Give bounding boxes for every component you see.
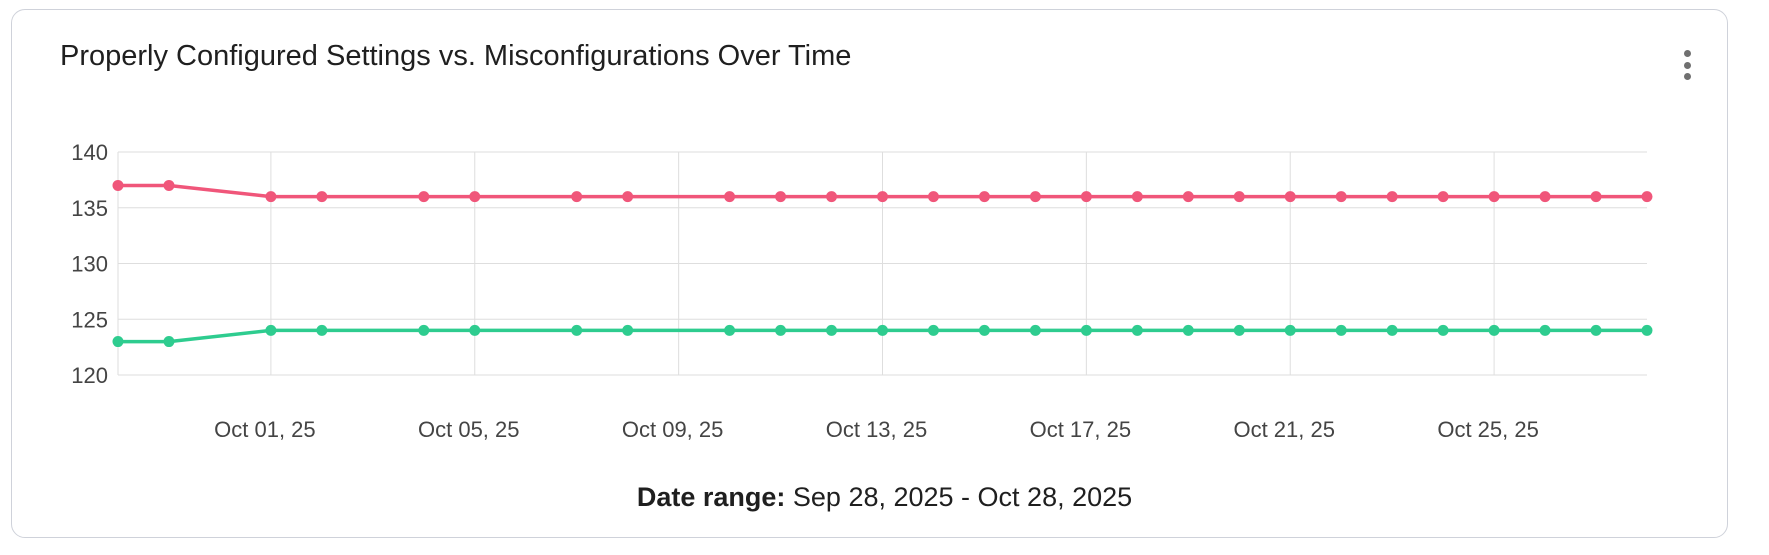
data-point (978, 324, 990, 336)
data-point (418, 324, 430, 336)
data-point (826, 191, 838, 203)
data-point (1131, 324, 1143, 336)
y-tick-label: 135 (71, 196, 108, 221)
data-point (1386, 324, 1398, 336)
data-point (112, 336, 124, 348)
data-point (1080, 324, 1092, 336)
data-point (1437, 324, 1449, 336)
data-point (1080, 191, 1092, 203)
more-vertical-icon[interactable] (1680, 50, 1694, 80)
x-tick-label: Oct 09, 25 (622, 417, 724, 442)
date-range: Date range: Sep 28, 2025 - Oct 28, 2025 (0, 482, 1769, 513)
data-point (1539, 324, 1551, 336)
data-point (163, 336, 175, 348)
data-point (265, 324, 277, 336)
data-point (469, 324, 481, 336)
x-tick-label: Oct 17, 25 (1030, 417, 1132, 442)
series (112, 179, 1653, 348)
data-point (1437, 191, 1449, 203)
data-point (927, 191, 939, 203)
x-tick-label: Oct 21, 25 (1233, 417, 1335, 442)
data-point (469, 191, 481, 203)
data-point (1386, 191, 1398, 203)
data-point (1335, 191, 1347, 203)
data-point (418, 191, 430, 203)
axes: 120 125 130 135 140 Oct 01, 25 Oct 05, 25 Oct 0… (71, 140, 1539, 442)
chart-card (11, 9, 1728, 538)
data-point (316, 324, 328, 336)
data-point (978, 191, 990, 203)
data-point (1182, 324, 1194, 336)
data-point (1590, 324, 1602, 336)
y-tick-label: 125 (71, 307, 108, 332)
data-point (163, 179, 175, 191)
x-tick-label: Oct 05, 25 (418, 417, 520, 442)
data-point (1335, 324, 1347, 336)
line-chart: 120 125 130 135 140 Oct 01, 25 Oct 05, 25 Oct 0… (71, 140, 1653, 442)
data-point (1029, 191, 1041, 203)
menu-dot (1683, 73, 1691, 80)
y-tick-label: 120 (71, 363, 108, 388)
data-point (622, 324, 634, 336)
data-point (1284, 191, 1296, 203)
date-range-value: Sep 28, 2025 - Oct 28, 2025 (792, 482, 1133, 512)
data-point (724, 191, 736, 203)
data-point (1641, 191, 1653, 203)
data-point (112, 179, 124, 191)
data-point (724, 324, 736, 336)
grid (117, 151, 1647, 376)
data-point (1284, 324, 1296, 336)
data-point (1488, 324, 1500, 336)
data-point (571, 191, 583, 203)
data-point (1131, 191, 1143, 203)
menu-dot (1683, 61, 1691, 69)
menu-dot (1683, 50, 1691, 57)
date-range-label: Date range: (636, 482, 786, 512)
data-point (1029, 324, 1041, 336)
x-tick-label: Oct 25, 25 (1437, 417, 1539, 442)
data-point (877, 324, 888, 336)
x-tick-label: Oct 01, 25 (214, 417, 316, 442)
y-tick-label: 140 (71, 140, 108, 165)
y-tick-label: 130 (71, 252, 108, 277)
data-point (1233, 324, 1245, 336)
data-point (775, 324, 787, 336)
data-point (316, 191, 328, 203)
data-point (1233, 191, 1245, 203)
data-point (826, 324, 838, 336)
chart-title: Properly Configured Settings vs. Misconf… (60, 40, 852, 72)
data-point (1641, 324, 1653, 336)
data-point (1488, 191, 1500, 203)
data-point (877, 191, 888, 203)
data-point (1590, 191, 1602, 203)
data-point (1182, 191, 1194, 203)
data-point (775, 191, 787, 203)
data-point (571, 324, 583, 336)
x-tick-label: Oct 13, 25 (826, 417, 928, 442)
series-2 (112, 324, 1653, 348)
data-point (265, 191, 277, 203)
series-1 (112, 179, 1653, 203)
data-point (622, 191, 634, 203)
data-point (1539, 191, 1551, 203)
data-point (927, 324, 939, 336)
